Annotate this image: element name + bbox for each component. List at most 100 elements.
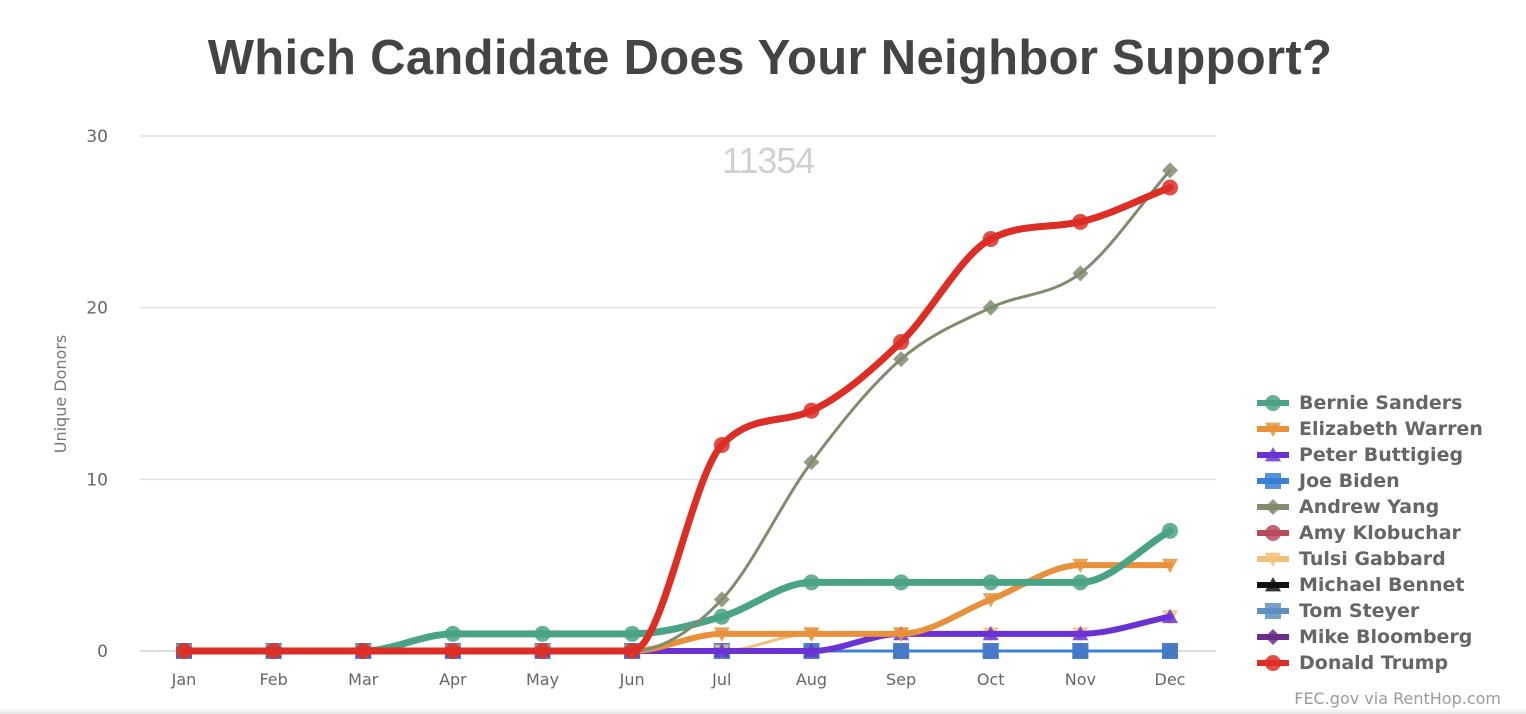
legend-item-tulsi-gabbard[interactable]: Tulsi Gabbard [1256,546,1483,572]
series-donald-trump [176,179,1178,659]
point-donald-trump-apr[interactable] [444,643,461,659]
chart-subtitle-count: 11354 [722,140,815,181]
x-tick-label: Jan [171,670,197,689]
point-bernie-sanders-dec[interactable] [1162,522,1178,539]
point-bernie-sanders-aug[interactable] [803,574,820,591]
point-peter-buttigieg-oct[interactable] [982,625,999,641]
point-bernie-sanders-jul[interactable] [713,608,730,625]
point-donald-trump-jul[interactable] [713,437,730,453]
legend-label: Peter Buttigieg [1299,444,1464,466]
legend-marker-mike-bloomberg [1265,629,1281,645]
y-axis-label: Unique Donors [51,335,70,453]
point-donald-trump-jun[interactable] [624,643,641,659]
gridlines [140,135,1216,652]
point-donald-trump-mar[interactable] [355,643,372,659]
legend-item-amy-klobuchar[interactable]: Amy Klobuchar [1256,520,1483,546]
legend-item-elizabeth-warren[interactable]: Elizabeth Warren [1256,416,1483,442]
source-credit: FEC.gov via RentHop.com [1294,689,1501,708]
point-donald-trump-jan[interactable] [176,643,192,659]
legend-marker-amy-klobuchar [1265,525,1281,541]
point-andrew-yang-nov[interactable] [1072,265,1089,282]
point-joe-biden-nov[interactable] [1072,643,1089,659]
x-tick-label: Aug [796,670,827,689]
point-andrew-yang-sep[interactable] [893,351,910,368]
point-donald-trump-dec[interactable] [1162,179,1178,196]
point-donald-trump-may[interactable] [534,643,551,659]
point-donald-trump-feb[interactable] [265,643,282,659]
bottom-edge [0,708,1526,714]
point-bernie-sanders-may[interactable] [534,625,551,642]
point-elizabeth-warren-jul[interactable] [713,627,730,642]
legend-marker-tom-steyer [1265,603,1281,619]
legend-item-peter-buttigieg[interactable]: Peter Buttigieg [1256,442,1483,468]
legend-swatch-square-icon [1257,603,1289,619]
legend-label: Andrew Yang [1299,496,1440,518]
point-joe-biden-sep[interactable] [893,643,910,659]
legend-label: Tom Steyer [1299,600,1420,622]
point-joe-biden-dec[interactable] [1162,643,1178,659]
legend-swatch-diamond-icon [1257,499,1289,515]
point-bernie-sanders-sep[interactable] [893,574,910,591]
legend-label: Michael Bennet [1299,574,1465,596]
point-donald-trump-nov[interactable] [1072,213,1089,230]
chart-title: Which Candidate Does Your Neighbor Suppo… [207,31,1333,85]
point-peter-buttigieg-jul[interactable] [713,643,730,658]
y-tick-label: 20 [86,299,108,319]
x-tick-label: Mar [348,670,379,689]
point-andrew-yang-aug[interactable] [803,454,820,471]
x-tick-label: Nov [1065,670,1096,689]
point-peter-buttigieg-aug[interactable] [803,643,820,658]
point-elizabeth-warren-aug[interactable] [803,627,820,642]
y-tick-label: 10 [86,470,108,490]
y-tick-label: 0 [97,642,108,662]
point-andrew-yang-dec[interactable] [1162,162,1178,179]
legend: Bernie Sanders Elizabeth Warren Peter Butt… [1256,390,1483,676]
point-joe-biden-oct[interactable] [982,643,999,659]
point-bernie-sanders-apr[interactable] [444,625,461,642]
point-donald-trump-oct[interactable] [982,231,999,247]
point-elizabeth-warren-dec[interactable] [1162,558,1178,574]
legend-item-tom-steyer[interactable]: Tom Steyer [1256,598,1483,624]
point-bernie-sanders-nov[interactable] [1072,574,1089,591]
legend-marker-peter-buttigieg [1265,447,1281,462]
x-tick-label: Dec [1155,670,1186,689]
legend-marker-elizabeth-warren [1265,422,1281,437]
point-bernie-sanders-oct[interactable] [982,574,999,591]
legend-swatch-triangle-icon [1257,577,1289,592]
legend-marker-bernie-sanders [1265,395,1281,411]
x-tick-label: Apr [439,670,467,689]
point-peter-buttigieg-dec[interactable] [1162,608,1178,624]
point-elizabeth-warren-nov[interactable] [1072,558,1089,574]
legend-item-donald-trump[interactable]: Donald Trump [1256,650,1483,676]
y-axis: 0 10 20 30 [86,127,108,662]
legend-swatch-circle-icon [1257,655,1289,671]
legend-marker-michael-bennet [1265,577,1281,592]
legend-marker-andrew-yang [1265,499,1281,515]
x-tick-label: Jul [711,670,731,689]
point-elizabeth-warren-sep[interactable] [893,627,910,642]
legend-label: Bernie Sanders [1299,392,1463,414]
legend-marker-joe-biden [1265,473,1281,489]
point-bernie-sanders-jun[interactable] [624,625,641,642]
legend-swatch-triangle-down-icon [1257,552,1289,567]
x-tick-label: Feb [259,670,287,689]
legend-item-bernie-sanders[interactable]: Bernie Sanders [1256,390,1483,416]
legend-item-joe-biden[interactable]: Joe Biden [1256,468,1483,494]
legend-swatch-square-icon [1257,473,1289,489]
point-andrew-yang-jul[interactable] [713,591,730,608]
point-donald-trump-aug[interactable] [803,402,820,419]
point-andrew-yang-oct[interactable] [982,299,999,316]
series-elizabeth-warren [176,558,1178,659]
point-elizabeth-warren-oct[interactable] [982,593,999,608]
legend-label: Donald Trump [1299,652,1449,674]
legend-item-andrew-yang[interactable]: Andrew Yang [1256,494,1483,520]
legend-swatch-circle-icon [1257,525,1289,541]
point-donald-trump-sep[interactable] [893,334,910,350]
line-peter-buttigieg[interactable] [181,613,1173,655]
legend-label: Amy Klobuchar [1299,522,1461,544]
legend-item-mike-bloomberg[interactable]: Mike Bloomberg [1256,624,1483,650]
legend-item-michael-bennet[interactable]: Michael Bennet [1256,572,1483,598]
x-axis: Jan Feb Mar Apr May Jun Jul Aug Sep Oct Nov Dec [171,670,1186,689]
legend-marker-donald-trump [1265,655,1281,671]
point-peter-buttigieg-nov[interactable] [1072,625,1089,641]
